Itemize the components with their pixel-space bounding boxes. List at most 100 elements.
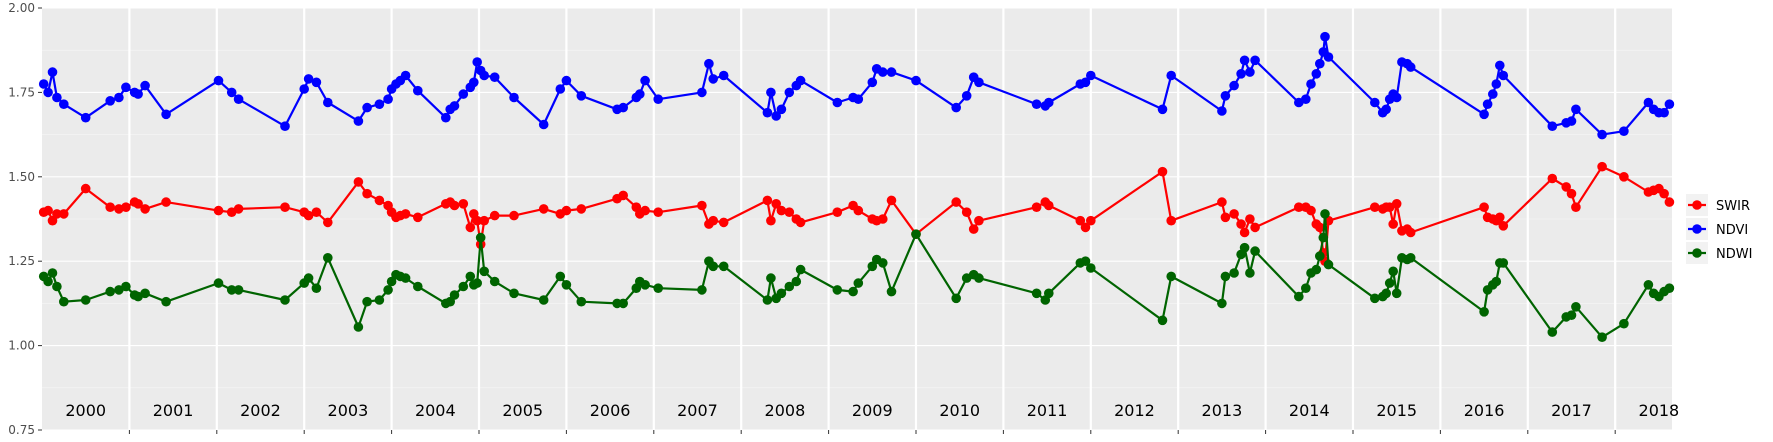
- ndvi-point: [299, 84, 310, 94]
- ndvi-point: [832, 97, 843, 108]
- legend-label-ndwi: NDWI: [1716, 247, 1752, 262]
- swir-point: [771, 199, 781, 209]
- y-tick-label: 1.75: [8, 85, 35, 99]
- series-ndwi: [38, 209, 1675, 343]
- swir-point: [362, 188, 372, 199]
- legend-label-swir: SWIR: [1716, 199, 1750, 214]
- ndwi-point: [1044, 288, 1054, 299]
- ndwi-point: [1384, 278, 1395, 288]
- ndvi-point: [400, 70, 411, 81]
- ndwi-point: [59, 296, 69, 307]
- swir-point: [1294, 202, 1304, 212]
- year-label-2003: 2003: [328, 401, 369, 420]
- swir-point: [1388, 219, 1398, 229]
- year-label-2011: 2011: [1027, 401, 1068, 420]
- ndwi-point: [374, 295, 385, 305]
- ndwi-point: [43, 276, 53, 287]
- ndvi-point: [1315, 58, 1325, 69]
- ndvi-point: [704, 58, 714, 69]
- ndvi-point: [1311, 69, 1322, 79]
- ndvi-point: [362, 102, 372, 113]
- ndwi-point: [1320, 209, 1330, 219]
- swir-point: [951, 197, 961, 207]
- ndwi-point: [911, 229, 921, 239]
- ndwi-point: [479, 266, 490, 277]
- ndwi-point: [1311, 264, 1322, 275]
- ndwi-point: [1479, 307, 1489, 317]
- ndvi-point: [213, 75, 224, 86]
- ndvi-point: [479, 70, 490, 81]
- legend-label-ndvi: NDVI: [1716, 223, 1748, 238]
- swir-point: [878, 214, 888, 224]
- ndwi-point: [1031, 288, 1042, 299]
- ndvi-point: [853, 94, 864, 104]
- ndvi-point: [469, 77, 479, 88]
- ndvi-point: [105, 96, 115, 106]
- swir-point: [974, 215, 984, 226]
- ndvi-point: [697, 87, 707, 98]
- swir-point: [1659, 188, 1669, 199]
- ndwi-point: [784, 281, 795, 292]
- swir-point: [400, 209, 411, 219]
- ndvi-point: [1320, 31, 1330, 42]
- swir-point: [538, 204, 549, 214]
- ndwi-point: [1491, 276, 1502, 287]
- ndwi-point: [233, 285, 244, 295]
- series-layer: [38, 31, 1675, 343]
- ndwi-point: [1547, 327, 1558, 337]
- ndvi-point: [1482, 99, 1493, 109]
- series-swir: [38, 161, 1675, 267]
- year-label-2013: 2013: [1202, 401, 1243, 420]
- ndwi-point: [80, 295, 91, 305]
- swir-point: [853, 205, 864, 216]
- ndvi-point: [1250, 55, 1260, 66]
- ndvi-point: [1080, 77, 1091, 88]
- ndvi-point: [867, 77, 878, 88]
- year-label-2010: 2010: [939, 401, 980, 420]
- legend-item-ndwi: NDWI: [1686, 242, 1752, 264]
- year-label-2005: 2005: [502, 401, 543, 420]
- ndwi-point: [465, 271, 476, 282]
- ndwi-point: [1217, 298, 1227, 309]
- swir-point: [233, 204, 244, 214]
- ndwi-point: [951, 293, 961, 304]
- ndwi-point: [561, 280, 572, 290]
- swir-point: [762, 195, 773, 206]
- swir-point: [80, 183, 91, 194]
- ndvi-point: [1643, 97, 1654, 108]
- ndwi-point: [1220, 271, 1231, 282]
- year-label-2006: 2006: [590, 401, 631, 420]
- swir-point: [1245, 214, 1255, 224]
- swir-point: [961, 207, 972, 217]
- legend-key-point: [1692, 224, 1702, 234]
- ndwi-point: [1166, 271, 1176, 282]
- swir-point: [1571, 202, 1581, 212]
- ndvi-point: [509, 92, 519, 103]
- year-label-2009: 2009: [852, 401, 893, 420]
- year-label-2017: 2017: [1551, 401, 1592, 420]
- ndvi-point: [1597, 129, 1607, 140]
- ndvi-point: [1086, 70, 1096, 81]
- ndwi-point: [762, 295, 773, 305]
- swir-point: [653, 207, 663, 217]
- ndwi-point: [886, 286, 897, 297]
- swir-point: [1619, 172, 1629, 182]
- ndvi-point: [795, 75, 806, 86]
- ndvi-point: [771, 111, 781, 121]
- ndwi-point: [1405, 252, 1416, 263]
- ndwi-point: [1498, 258, 1509, 268]
- legend: SWIR NDVI NDWI: [1686, 194, 1752, 264]
- ndvi-point: [413, 85, 423, 96]
- swir-point: [1498, 221, 1509, 231]
- ndvi-point: [280, 121, 290, 131]
- ndvi-point: [1245, 67, 1255, 77]
- swir-point: [618, 190, 628, 201]
- swir-point: [121, 202, 131, 212]
- ndvi-point: [1323, 52, 1334, 62]
- year-labels: 2000 2001 2002 2003 2004 2005 2006 2007 2008 2009…: [65, 401, 1679, 420]
- ndwi-point: [640, 280, 650, 290]
- ndwi-point: [509, 288, 519, 299]
- swir-point: [886, 195, 897, 206]
- swir-point: [59, 209, 69, 219]
